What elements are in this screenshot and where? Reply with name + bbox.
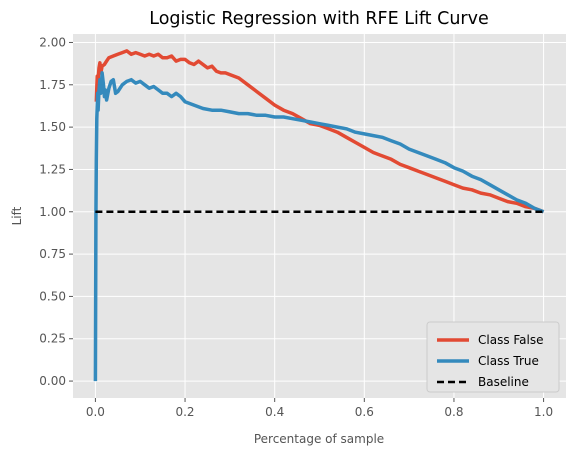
y-tick-label: 1.25 (39, 162, 66, 176)
legend: Class False Class True Baseline (426, 321, 560, 393)
x-tick-label: 0.8 (444, 405, 463, 419)
legend-label-class-true: Class True (478, 354, 539, 368)
y-axis: 0.00 0.25 0.50 0.75 1.00 1.25 1.50 1.75 2.00 (39, 35, 73, 388)
y-axis-label: Lift (10, 206, 24, 225)
y-tick-label: 1.50 (39, 120, 66, 134)
legend-label-class-false: Class False (478, 333, 544, 347)
y-tick-label: 0.75 (39, 247, 66, 261)
y-tick-label: 2.00 (39, 35, 66, 49)
y-tick-label: 1.75 (39, 78, 66, 92)
y-tick-label: 1.00 (39, 205, 66, 219)
y-tick-label: 0.00 (39, 374, 66, 388)
legend-label-baseline: Baseline (478, 375, 529, 389)
x-axis: 0.0 0.2 0.4 0.6 0.8 1.0 (86, 398, 553, 419)
class-true-line (93, 71, 545, 382)
chart-title: Logistic Regression with RFE Lift Curve (149, 9, 488, 29)
series-layer (93, 49, 545, 382)
class-false-line (94, 49, 545, 214)
x-tick-label: 0.2 (175, 405, 194, 419)
y-tick-label: 0.25 (39, 332, 66, 346)
x-tick-label: 0.0 (86, 405, 105, 419)
x-tick-label: 0.4 (265, 405, 284, 419)
x-axis-label: Percentage of sample (254, 432, 384, 446)
x-tick-label: 0.6 (355, 405, 374, 419)
y-tick-label: 0.50 (39, 289, 66, 303)
x-tick-label: 1.0 (534, 405, 553, 419)
